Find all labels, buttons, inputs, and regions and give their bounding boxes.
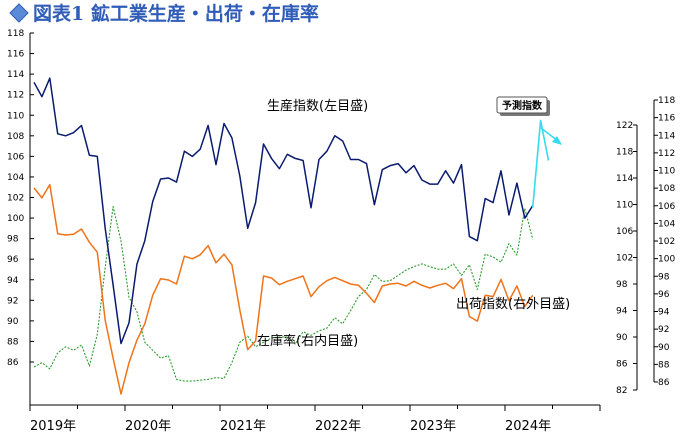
left-tick-label: 104 (7, 173, 24, 183)
forecast-label-bg (496, 96, 548, 114)
diamond-icon (9, 3, 29, 23)
right2-tick-label: 104 (658, 219, 675, 229)
right2-tick-label: 116 (658, 114, 675, 124)
left-tick-label: 110 (7, 111, 24, 121)
x-axis-ticks: 2019年 2020年 2021年 2022年 2023年 2024年 (29, 405, 601, 434)
right2-tick-label: 108 (658, 184, 675, 194)
left-tick-label: 98 (7, 235, 19, 245)
forecast-label-box: 予測指数 (496, 96, 550, 116)
forecast-series-line (531, 119, 550, 208)
left-tick-label: 86 (7, 358, 19, 368)
production-annotation: 生産指数(左目盛) (267, 98, 368, 114)
right1-tick-label: 114 (616, 174, 633, 184)
left-tick-label: 96 (7, 255, 19, 265)
right1-tick-label: 90 (616, 333, 628, 343)
x-tick-label: 2022年 (315, 419, 361, 434)
forecast-arrow-head (552, 136, 562, 145)
left-tick-label: 112 (7, 91, 24, 101)
x-tick-label: 2024年 (505, 419, 551, 434)
x-tick-label: 2019年 (30, 419, 76, 434)
right2-tick-label: 100 (658, 255, 675, 265)
forecast-label-text: 予測指数 (502, 99, 543, 112)
x-tick-label: 2020年 (125, 419, 171, 434)
left-tick-label: 114 (7, 70, 24, 80)
shipments-series-line (33, 183, 534, 395)
left-tick-label: 118 (7, 29, 24, 39)
right2-tick-label: 96 (658, 290, 670, 300)
left-tick-label: 108 (7, 132, 24, 142)
chart-title-text: 図表1 鉱工業生産・出荷・在庫率 (33, 2, 319, 25)
production-series-line (33, 77, 534, 345)
series-layer (33, 77, 550, 395)
right2-tick-label: 98 (658, 272, 670, 282)
inventory-series-line (33, 206, 534, 382)
left-tick-label: 88 (7, 337, 19, 347)
left-tick-label: 106 (7, 152, 24, 162)
right2-tick-label: 112 (658, 149, 675, 159)
left-tick-label: 92 (7, 296, 18, 306)
right1-tick-label: 118 (616, 148, 633, 158)
right2-tick-label: 118 (658, 96, 675, 106)
right2-tick-label: 90 (658, 343, 670, 353)
right2-tick-label: 88 (658, 360, 670, 370)
right1-axis-ticks: 82 86 90 94 98 102 106 110 114 118 122 (616, 121, 637, 396)
left-tick-label: 90 (7, 317, 19, 327)
right2-tick-label: 86 (658, 378, 670, 388)
chart-title: 図表1 鉱工業生産・出荷・在庫率 (9, 2, 319, 25)
right1-tick-label: 122 (616, 121, 633, 131)
right2-tick-label: 106 (658, 202, 675, 212)
x-tick-label: 2023年 (410, 419, 456, 434)
right1-tick-label: 82 (616, 386, 627, 396)
right1-tick-label: 94 (616, 307, 628, 317)
right2-tick-label: 102 (658, 237, 675, 247)
inventory-annotation: 在庫率(右内目盛) (257, 333, 358, 349)
x-tick-label: 2021年 (220, 419, 266, 434)
right1-tick-label: 86 (616, 360, 628, 370)
left-tick-label: 100 (7, 214, 24, 224)
right1-tick-label: 106 (616, 227, 633, 237)
left-tick-label: 94 (7, 276, 19, 286)
left-axis-ticks: 86 88 90 92 94 96 98 100 102 104 106 108 110 112 114 11… (7, 29, 34, 368)
shipments-annotation: 出荷指数(右外目盛) (456, 297, 570, 312)
right1-tick-label: 110 (616, 201, 633, 211)
right2-tick-label: 110 (658, 167, 675, 177)
right2-tick-label: 92 (658, 325, 669, 335)
right2-tick-label: 94 (658, 308, 670, 318)
forecast-arrow (540, 127, 562, 145)
right1-tick-label: 102 (616, 254, 633, 264)
right2-tick-label: 114 (658, 131, 675, 141)
right1-tick-label: 98 (616, 280, 628, 290)
left-tick-label: 116 (7, 50, 24, 60)
left-tick-label: 102 (7, 194, 24, 204)
right2-axis-ticks: 86 88 90 92 94 96 98 100 102 104 106 108 110 112 114 11… (654, 96, 675, 388)
